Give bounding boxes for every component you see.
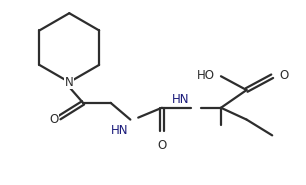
Text: HN: HN [172, 93, 189, 106]
Text: N: N [65, 76, 74, 89]
Text: HN: HN [111, 124, 129, 137]
Text: O: O [157, 139, 166, 152]
Text: O: O [279, 69, 288, 82]
Text: O: O [49, 113, 58, 126]
Text: HO: HO [197, 69, 215, 82]
